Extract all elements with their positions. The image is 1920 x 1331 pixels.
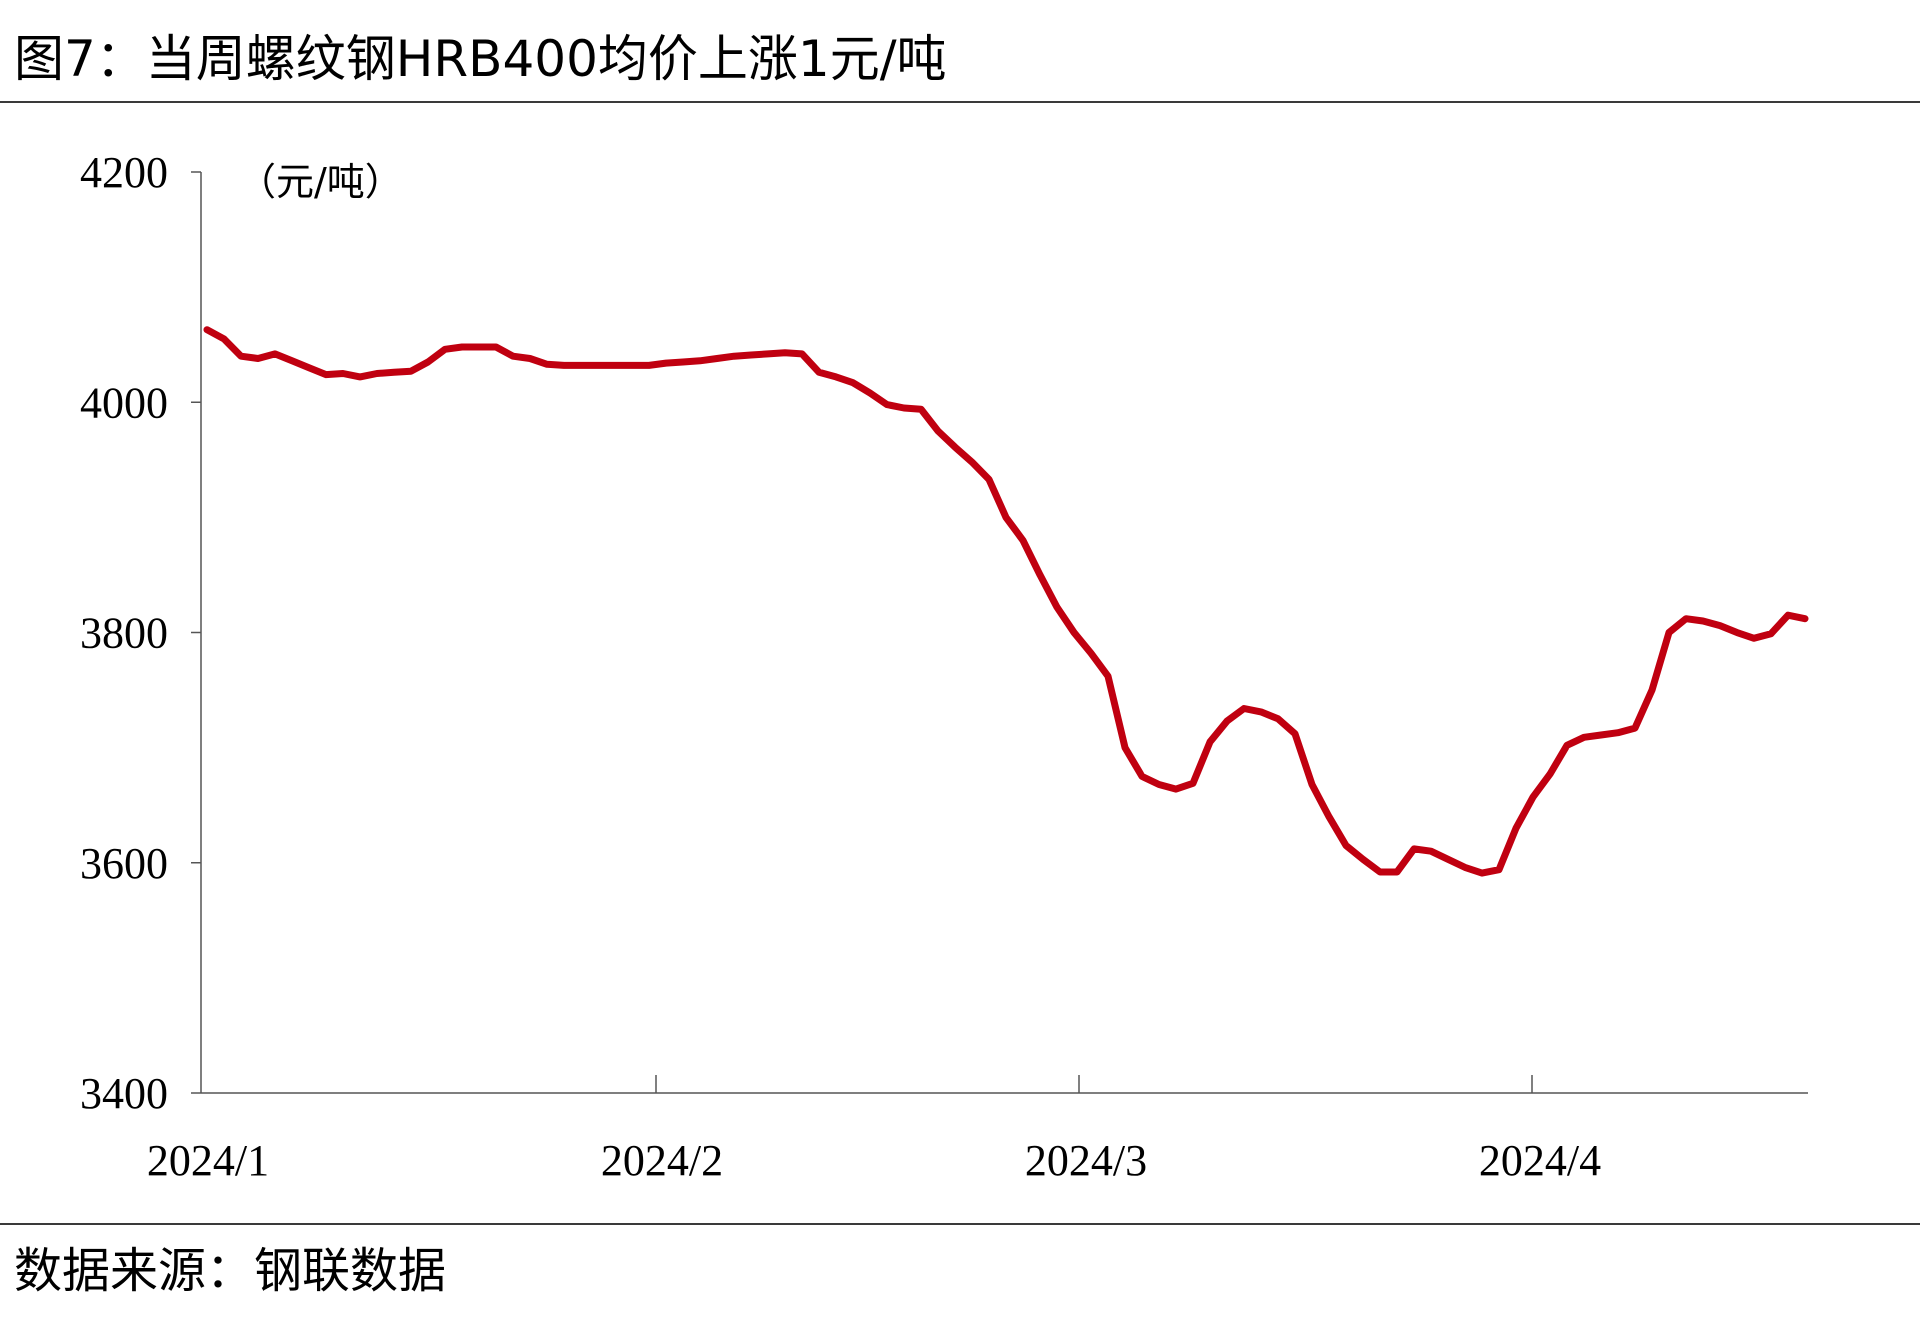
y-tick-label: 3400 [80, 1069, 168, 1118]
top-divider [0, 101, 1920, 103]
x-tick-label: 2024/1 [147, 1136, 269, 1185]
y-tick-label: 4000 [80, 378, 168, 427]
source-note: 数据来源：钢联数据 [14, 1243, 447, 1299]
unit-label: （元/吨） [238, 160, 403, 204]
series-line [203, 326, 1809, 877]
x-tick-label: 2024/2 [601, 1136, 723, 1185]
y-tick-label: 3800 [80, 609, 168, 658]
bottom-divider [0, 1223, 1920, 1225]
x-tick-label: 2024/4 [1479, 1136, 1601, 1185]
y-tick-label: 4200 [80, 148, 168, 197]
y-tick-label: 3600 [80, 839, 168, 888]
y-ticks: 4200 4000 3800 3600 3400 [80, 148, 201, 1118]
x-ticks: 2024/1 2024/2 2024/3 2024/4 [147, 1075, 1601, 1185]
x-tick-label: 2024/3 [1025, 1136, 1147, 1185]
chart-title: 图7：当周螺纹钢HRB400均价上涨1元/吨 [14, 30, 947, 88]
